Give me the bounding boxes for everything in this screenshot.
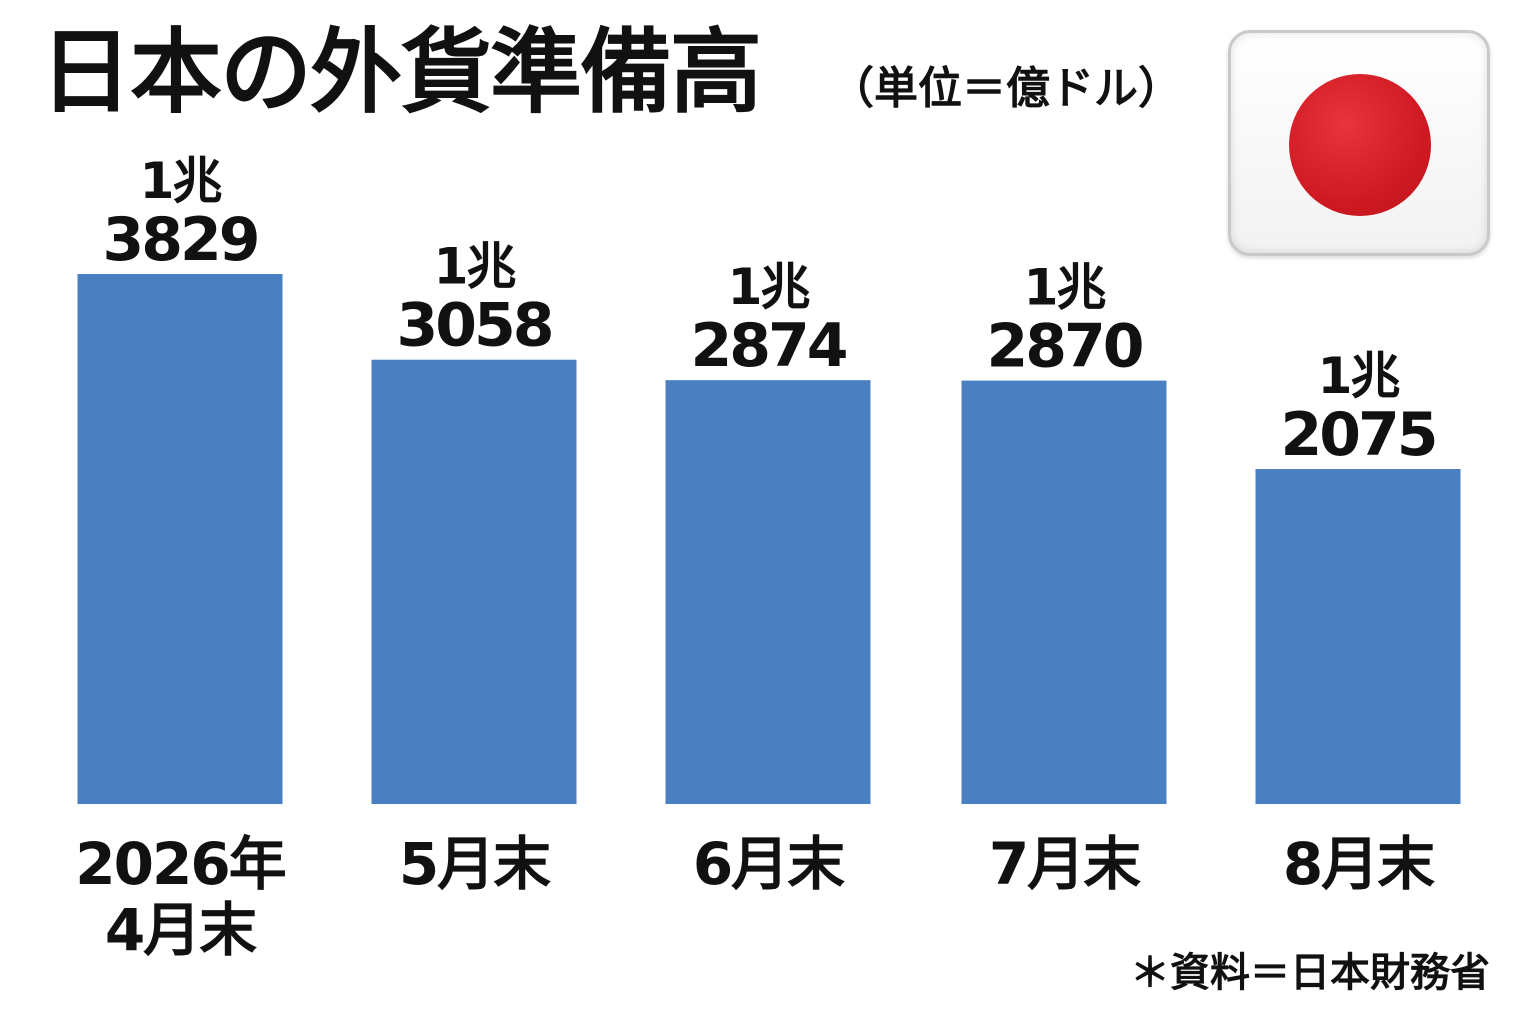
bar [371, 359, 577, 804]
chart-title: 日本の外貨準備高 [40, 19, 762, 126]
bar [1255, 469, 1461, 804]
data-label: 1兆 [140, 152, 222, 210]
data-label: 1兆 [1318, 347, 1400, 405]
data-label: 2874 [691, 311, 846, 381]
data-label: 1兆 [434, 238, 516, 296]
bar [961, 380, 1167, 804]
data-label: 2075 [1281, 400, 1436, 470]
data-label: 3829 [103, 205, 258, 275]
japan-flag-icon [1228, 30, 1490, 256]
data-label: 1兆 [728, 258, 810, 316]
tick-label: 7月末 [989, 830, 1141, 898]
unit-note: （単位＝億ドル） [830, 63, 1182, 114]
data-label: 2870 [987, 312, 1142, 382]
flag-disc [1289, 74, 1431, 216]
tick-label: 2026年 [75, 830, 285, 898]
tick-label: 5月末 [399, 830, 551, 898]
data-label: 3058 [397, 291, 552, 361]
tick-label: 4月末 [105, 896, 257, 964]
data-label: 1兆 [1024, 259, 1106, 317]
tick-label: 6月末 [693, 830, 845, 898]
source-note: ＊資料＝日本財務省 [1130, 950, 1490, 996]
bar [665, 380, 871, 804]
bar [77, 274, 283, 804]
tick-label: 8月末 [1283, 830, 1435, 898]
